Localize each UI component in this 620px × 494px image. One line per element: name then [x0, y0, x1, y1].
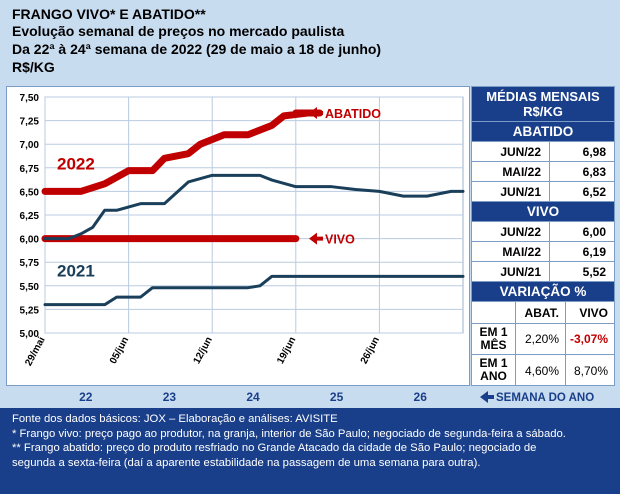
week-number: 24 — [246, 390, 260, 404]
abatido-value: 6,52 — [582, 185, 606, 199]
abatido-row: JUN/22 6,98 — [472, 142, 614, 162]
vivo-month: JUN/21 — [472, 262, 550, 281]
abatido-label: ABATIDO — [325, 107, 381, 121]
x-tick-label: 26/jun — [359, 335, 382, 366]
abatido-row: MAI/22 6,83 — [472, 162, 614, 182]
col-vivo-label: VIVO — [579, 305, 608, 320]
col-abat-label: ABAT. — [516, 302, 566, 323]
vivo-value: 6,00 — [582, 225, 606, 239]
footer-source: Fonte dos dados básicos: JOX – Elaboraçã… — [12, 413, 338, 425]
variation-period: EM 1 ANO — [472, 355, 516, 387]
y-tick-label: 7,25 — [20, 117, 40, 128]
monthly-averages-title: MÉDIAS MENSAIS — [486, 89, 600, 104]
variation-abat: 4,60% — [516, 355, 566, 387]
variation-period: EM 1 MÊS — [472, 324, 516, 354]
abatido-row: JUN/21 6,52 — [472, 182, 614, 202]
week-axis-arrow — [480, 391, 494, 403]
y-tick-label: 7,00 — [20, 140, 40, 151]
x-tick-label: 19/jun — [275, 335, 298, 366]
footer-note-abatido-cont: segunda a sexta-feira (daí a aparente es… — [12, 456, 481, 469]
abatido-month: MAI/22 — [472, 162, 550, 181]
week-axis: 22 23 24 25 26 SEMANA DO ANO — [6, 386, 615, 408]
vivo-arrow — [309, 232, 323, 245]
vivo-value: 5,52 — [582, 265, 606, 279]
footer-note-vivo: * Frango vivo: preço pago ao produtor, n… — [12, 427, 566, 440]
chart-unit: R$/KG — [12, 59, 55, 75]
footer-notes: Fonte dos dados básicos: JOX – Elaboraçã… — [0, 408, 620, 494]
week-axis-svg: 22 23 24 25 26 SEMANA DO ANO — [79, 390, 594, 404]
monthly-averages-unit: R$/KG — [523, 104, 563, 119]
chart-subtitle: Evolução semanal de preços no mercado pa… — [12, 23, 345, 39]
y-tick-label: 7,50 — [20, 93, 40, 104]
x-tick-label: 12/jun — [192, 335, 215, 366]
y-tick-label: 5,50 — [20, 282, 40, 293]
vivo-value: 6,19 — [582, 245, 606, 259]
footer-note-abatido: ** Frango abatido: preço do produto resf… — [12, 442, 537, 454]
abatido-month: JUN/22 — [472, 142, 550, 161]
abatido-arrow — [309, 107, 323, 120]
year-label-2022: 2022 — [57, 155, 95, 174]
chart-panel: 5,00 5,25 5,50 5,75 6,00 6,25 6,50 6,75 7,00 7,25… — [6, 86, 470, 386]
monthly-averages-header: MÉDIAS MENSAIS R$/KG — [472, 87, 614, 122]
variation-abat: 2,20% — [516, 324, 566, 354]
variation-row: EM 1 ANO 4,60% 8,70% — [472, 355, 614, 388]
week-axis-label: SEMANA DO ANO — [496, 392, 594, 404]
y-tick-label: 5,25 — [20, 305, 40, 316]
variation-vivo: 8,70% — [573, 364, 608, 378]
series-line-3 — [43, 274, 465, 307]
y-tick-label: 6,50 — [20, 187, 40, 198]
variation-table: EM 1 MÊS 2,20% -3,07% EM 1 ANO 4,60% 8,70% — [472, 324, 614, 388]
y-tick-label: 5,75 — [20, 258, 40, 269]
abatido-value: 6,83 — [582, 165, 606, 179]
vivo-row: JUN/22 6,00 — [472, 222, 614, 242]
week-number: 25 — [330, 390, 344, 404]
week-number: 22 — [79, 390, 93, 404]
abatido-value: 6,98 — [582, 145, 606, 159]
week-number: 23 — [163, 390, 177, 404]
line-chart: 5,00 5,25 5,50 5,75 6,00 6,25 6,50 6,75 7,00 7,25… — [20, 93, 465, 368]
year-label-2021: 2021 — [57, 261, 95, 280]
vivo-row: JUN/21 5,52 — [472, 262, 614, 282]
abatido-table: JUN/22 6,98 MAI/22 6,83 JUN/21 6,52 — [472, 142, 614, 202]
x-tick-label: 05/jun — [108, 335, 131, 366]
variation-vivo: -3,07% — [569, 332, 608, 346]
series-line-2 — [43, 173, 465, 241]
chart-title: FRANGO VIVO* E ABATIDO** — [12, 6, 206, 22]
y-tick-label: 5,00 — [20, 329, 40, 340]
variation-row: EM 1 MÊS 2,20% -3,07% — [472, 324, 614, 355]
y-tick-label: 6,00 — [20, 235, 40, 246]
vivo-month: MAI/22 — [472, 242, 550, 261]
week-number: 26 — [414, 390, 428, 404]
vivo-table: JUN/22 6,00 MAI/22 6,19 JUN/21 5,52 — [472, 222, 614, 282]
vivo-row: MAI/22 6,19 — [472, 242, 614, 262]
abatido-header: ABATIDO — [472, 122, 614, 142]
chart-period: Da 22ª à 24ª semana de 2022 (29 de maio … — [12, 41, 382, 57]
variation-col-headers: ABAT. VIVO — [472, 302, 614, 324]
series-line-0 — [41, 109, 324, 195]
abatido-month: JUN/21 — [472, 182, 550, 201]
y-tick-label: 6,75 — [20, 164, 40, 175]
monthly-averages-panel: MÉDIAS MENSAIS R$/KG ABATIDO JUN/22 6,98 M… — [471, 86, 615, 388]
vivo-label: VIVO — [325, 233, 355, 247]
vivo-month: JUN/22 — [472, 222, 550, 241]
vivo-header: VIVO — [472, 202, 614, 222]
y-tick-label: 6,25 — [20, 211, 40, 222]
variation-header: VARIAÇÃO % — [472, 282, 614, 302]
